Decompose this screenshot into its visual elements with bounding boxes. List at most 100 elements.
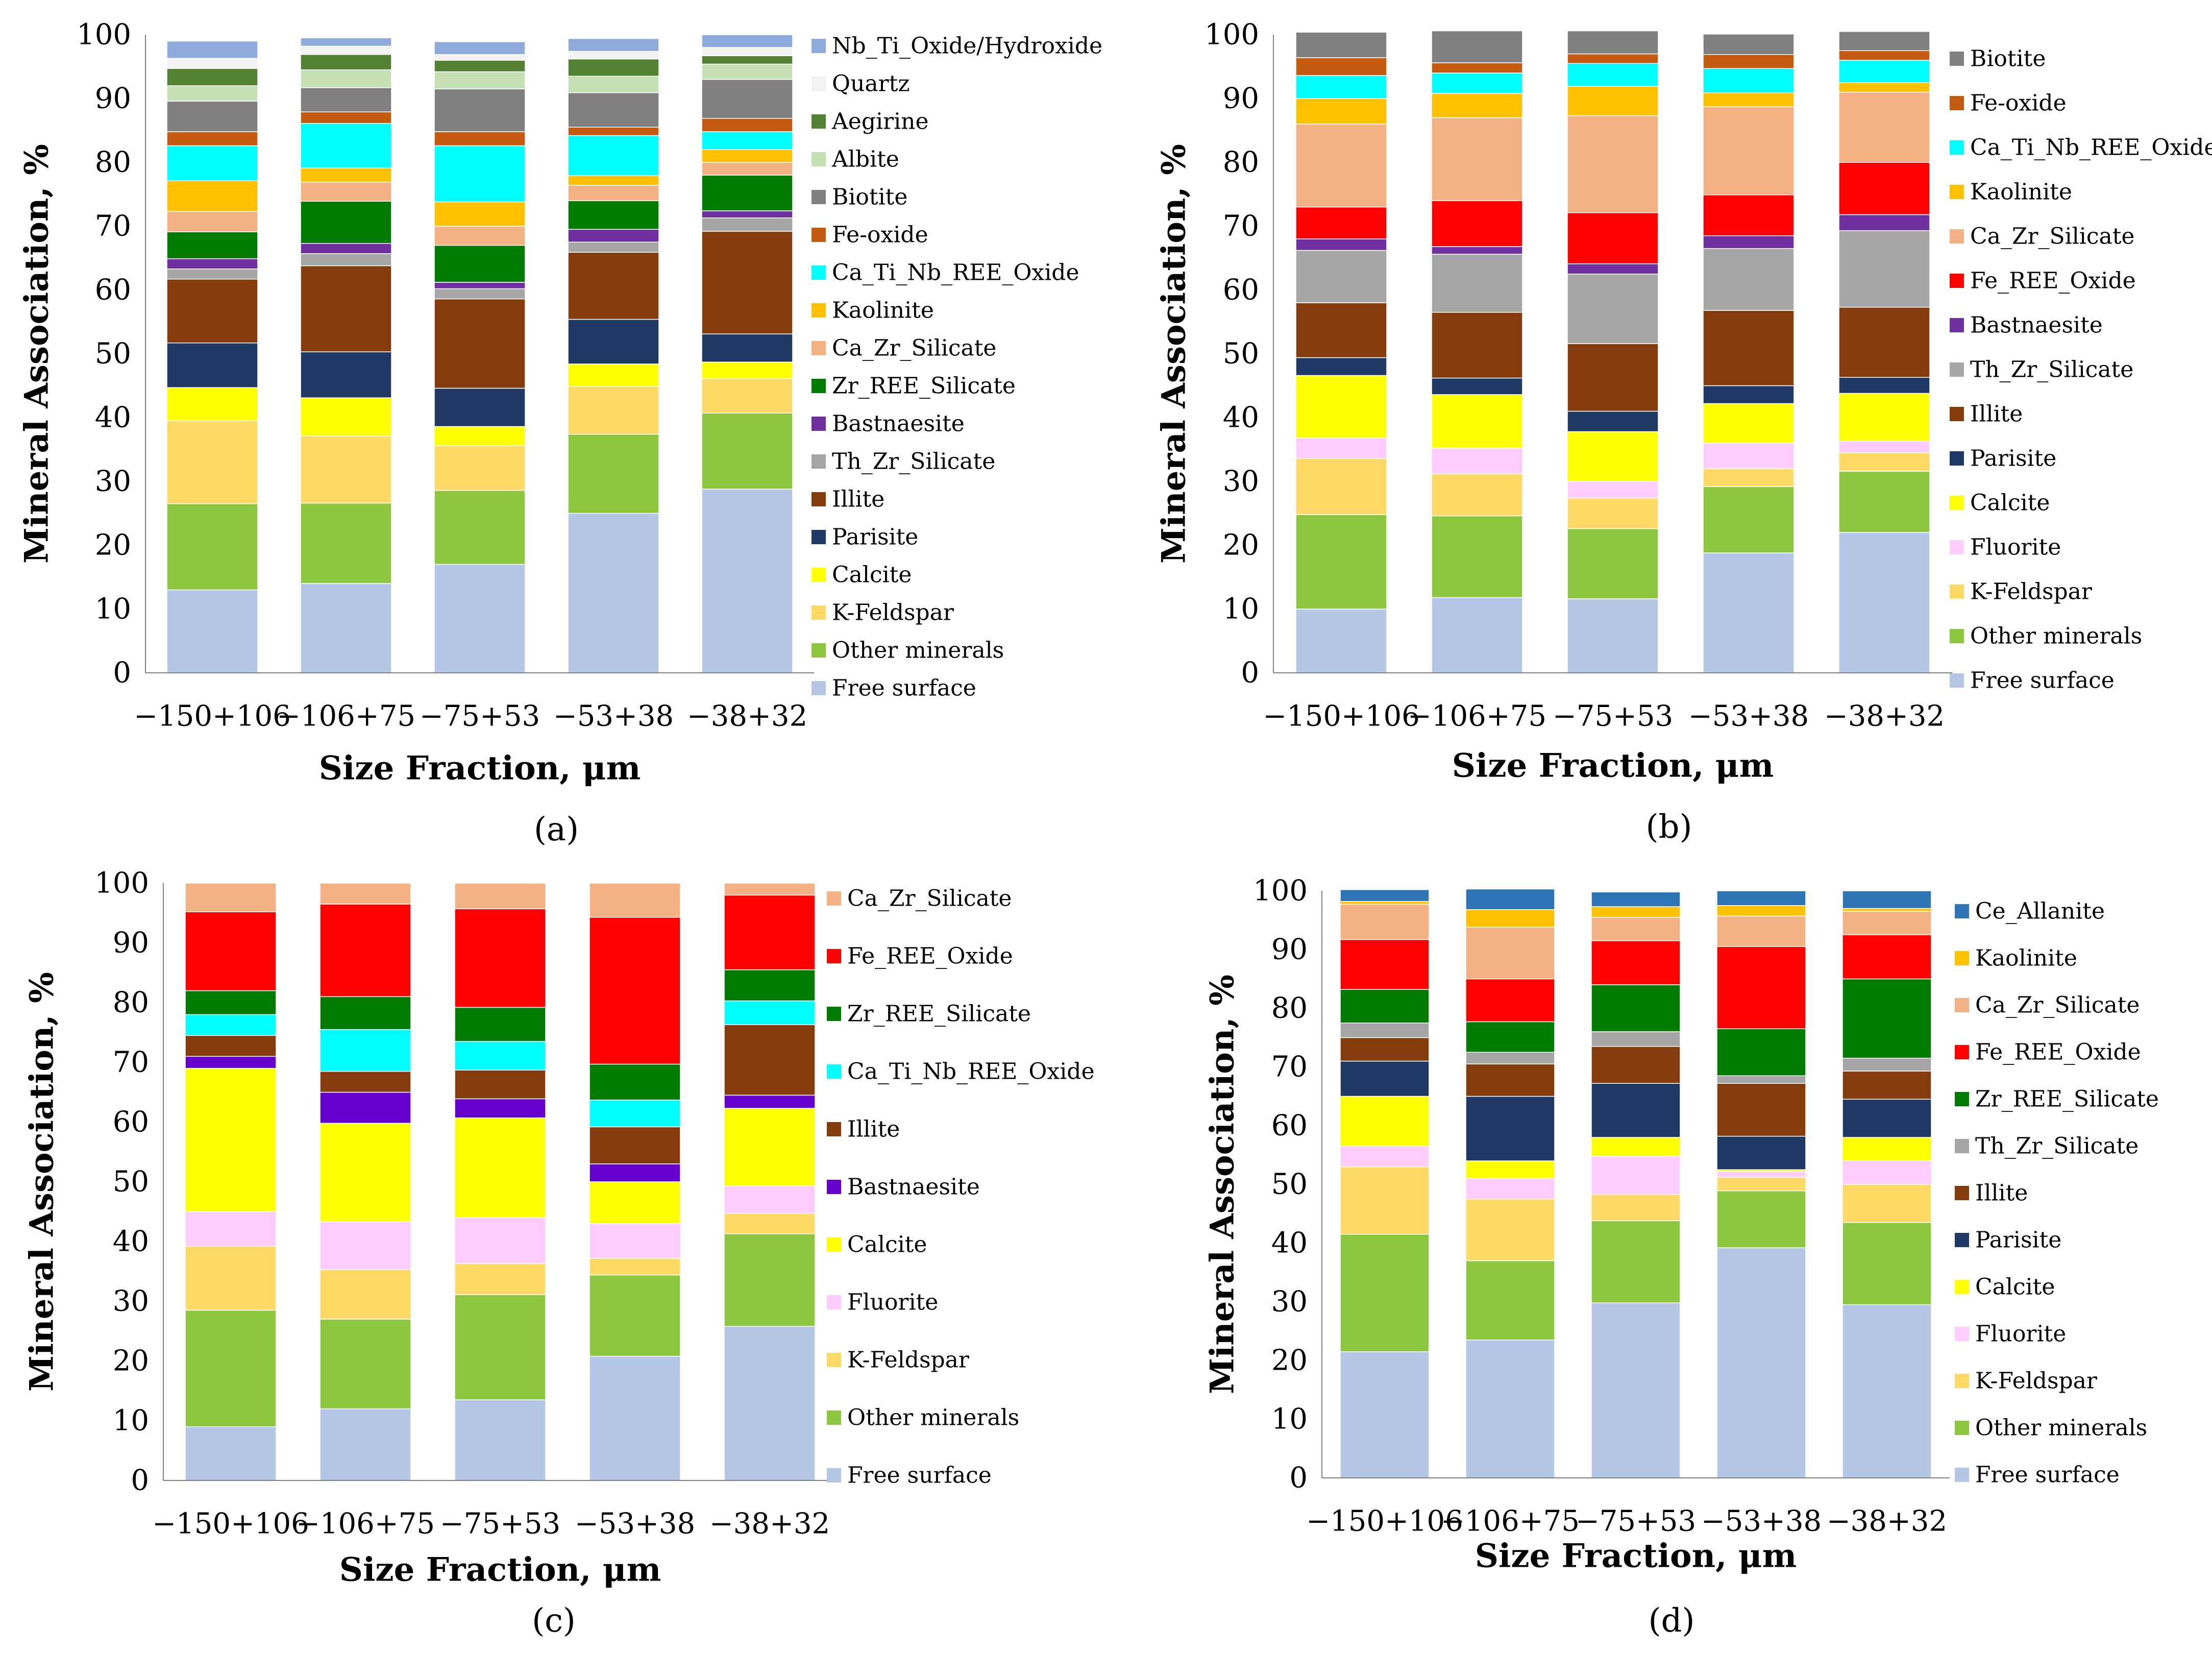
legend-swatch — [812, 492, 826, 506]
legend-label: K-Feldspar — [832, 600, 954, 626]
legend-label: Aegirine — [831, 109, 929, 135]
bar-segment — [724, 1095, 816, 1109]
legend-swatch — [1950, 52, 1964, 66]
bar-segment — [1591, 940, 1681, 985]
legend-swatch — [812, 77, 826, 91]
bar-segment — [434, 282, 526, 289]
legend-label: Th_Zr_Silicate — [1975, 1133, 2139, 1159]
bar-segment — [300, 435, 392, 504]
bar-segment — [701, 412, 793, 490]
bar-segment — [1465, 888, 1555, 910]
y-axis-title: Mineral Association, % — [1203, 975, 1242, 1394]
bar-segment — [568, 386, 659, 435]
bar-segment — [166, 58, 258, 69]
bar-segment — [319, 904, 411, 998]
bar-segment — [434, 426, 526, 446]
bar-segment — [1591, 917, 1681, 941]
bar-segment — [1295, 57, 1387, 76]
bar-segment — [1465, 927, 1555, 980]
legend-swatch — [827, 1122, 841, 1136]
bar-segment — [1703, 68, 1795, 93]
bar-segment — [1295, 514, 1387, 610]
bar-segment — [1431, 515, 1523, 598]
legend-label: Illite — [1975, 1180, 2028, 1206]
bar-segment — [1567, 86, 1659, 116]
x-tick-label: −150+106 — [152, 1508, 309, 1541]
legend-swatch — [812, 265, 826, 280]
bar-segment — [166, 40, 258, 59]
bar-segment — [701, 63, 793, 80]
legend-swatch — [827, 1468, 841, 1482]
legend-label: K-Feldspar — [847, 1347, 970, 1373]
bar-segment — [300, 243, 392, 254]
y-tick-label: 0 — [113, 657, 131, 690]
legend-label: Fe_REE_Oxide — [1975, 1039, 2141, 1065]
bar-segment — [1295, 357, 1387, 376]
bar-segment — [1567, 274, 1659, 344]
x-tick-label: −106+75 — [1441, 1505, 1580, 1538]
legend-label: Ce_Allanite — [1975, 898, 2105, 925]
bar-segment — [1591, 1031, 1681, 1047]
y-tick-label: 0 — [131, 1464, 149, 1497]
x-axis-title: Size Fraction, μm — [1475, 1537, 1797, 1575]
bar-segment — [319, 883, 411, 905]
bar-segment — [1340, 1023, 1430, 1038]
bar-segment — [1295, 124, 1387, 208]
y-tick-label: 100 — [94, 867, 149, 900]
legend-swatch — [1950, 407, 1964, 421]
bar-segment — [185, 1056, 277, 1069]
bar-segment — [1567, 497, 1659, 529]
bar-segment — [1838, 377, 1930, 394]
y-tick-label: 30 — [95, 465, 131, 498]
y-tick-label: 90 — [95, 82, 131, 115]
y-tick-label: 30 — [1271, 1285, 1308, 1319]
legend-label: Ca_Zr_Silicate — [1970, 224, 2134, 250]
bar-segment — [1703, 552, 1795, 673]
bar-segment — [300, 583, 392, 673]
bar-segment — [300, 167, 392, 183]
bar-segment — [1567, 263, 1659, 275]
legend-swatch — [1950, 451, 1964, 466]
bar-segment — [1838, 452, 1930, 472]
bar-segment — [1716, 1177, 1806, 1192]
bar-segment — [1703, 34, 1795, 55]
bar-segment — [1591, 1156, 1681, 1195]
bar-segment — [568, 433, 659, 514]
bar-segment — [1703, 310, 1795, 386]
x-tick-label: −75+53 — [1553, 700, 1673, 733]
legend-swatch — [812, 530, 826, 544]
bar-segment — [300, 265, 392, 352]
bar-segment — [568, 252, 659, 320]
legend-swatch — [1955, 904, 1969, 918]
bar-segment — [1842, 934, 1932, 980]
bar-segment — [1431, 246, 1523, 255]
bar-segment — [166, 101, 258, 132]
bar-segment — [1340, 1060, 1430, 1097]
bar-segment — [1716, 1247, 1806, 1478]
bar-segment — [1431, 72, 1523, 94]
bar-segment — [568, 92, 659, 128]
bar-segment — [1431, 93, 1523, 118]
x-tick-label: −53+38 — [1688, 700, 1809, 733]
bar-segment — [1591, 1194, 1681, 1222]
bar-segment — [568, 185, 659, 201]
bar-segment — [166, 420, 258, 504]
y-tick-label: 80 — [1271, 992, 1308, 1025]
bar-segment — [1838, 393, 1930, 442]
bar-segment — [1567, 528, 1659, 599]
legend-label: Parisite — [1970, 446, 2056, 472]
bar-segment — [454, 908, 546, 1008]
bar-segment — [1431, 312, 1523, 379]
y-tick-label: 70 — [95, 210, 131, 243]
bar-segment — [1591, 984, 1681, 1032]
bar-segment — [701, 175, 793, 211]
y-tick-label: 90 — [1223, 82, 1259, 115]
y-tick-label: 10 — [1223, 593, 1259, 626]
y-axis-title: Mineral Association, % — [1155, 144, 1193, 564]
bar-segment — [434, 564, 526, 673]
bar-segment — [185, 990, 277, 1015]
bar-segment — [1703, 92, 1795, 107]
bar-segment — [1838, 230, 1930, 308]
legend-label: Quartz — [832, 71, 910, 97]
legend-label: Parisite — [1975, 1227, 2061, 1253]
